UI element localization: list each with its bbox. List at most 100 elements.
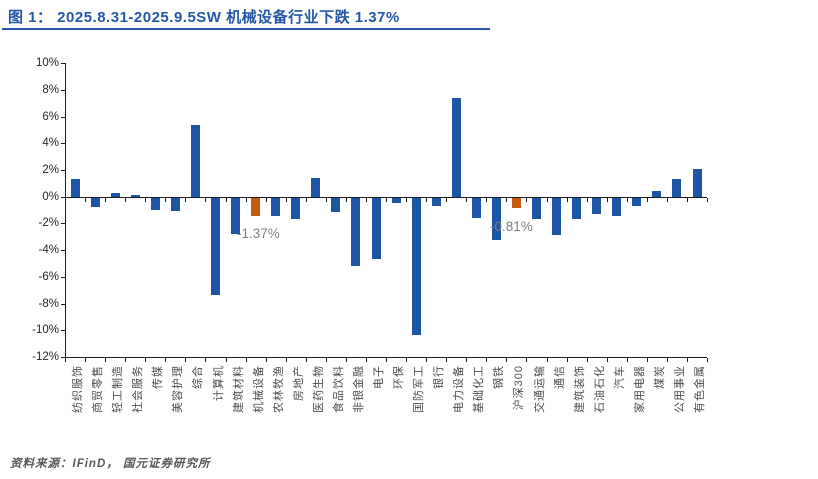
x-axis-category-label: 银行 [433, 365, 446, 389]
x-axis-category-label: 基础化工 [473, 365, 486, 413]
x-axis-category-label: 有色金属 [694, 365, 706, 413]
bar-食品饮料 [331, 197, 341, 213]
x-axis-tick [325, 358, 327, 362]
bar-基础化工 [471, 197, 481, 218]
x-axis-category-label: 机械设备 [252, 365, 265, 413]
bar-家用电器 [632, 197, 642, 206]
x-axis-category-label: 医药生物 [312, 365, 325, 413]
y-axis-tick [61, 116, 65, 118]
x-axis-category-label: 轻工制造 [112, 365, 125, 413]
bar-房地产 [291, 197, 301, 220]
chart-title: 图 1： 2025.8.31-2025.9.5SW 机械设备行业下跌 1.37% [8, 9, 400, 26]
y-axis-tick [61, 170, 65, 171]
bar-综合 [190, 124, 200, 197]
x-axis-category-label: 非银金融 [352, 365, 365, 413]
zero-line-tick [546, 197, 548, 202]
x-axis-tick [165, 358, 167, 362]
x-axis-category-label: 沪深300 [513, 365, 526, 411]
zero-line-tick [145, 197, 147, 202]
x-axis-category-label: 建筑装饰 [573, 365, 586, 413]
bar-石油石化 [592, 197, 602, 214]
source-note: 资料来源：IFinD， 国元证券研究所 [10, 458, 211, 470]
x-axis-category-label: 计算机 [212, 365, 225, 401]
bar-非银金融 [351, 197, 361, 266]
zero-line-tick [305, 197, 307, 202]
y-axis-tick [61, 330, 65, 332]
x-axis-category-label: 建筑材料 [232, 365, 245, 413]
y-axis-tick [61, 276, 65, 278]
y-axis-tick [61, 63, 65, 65]
zero-line-tick [426, 197, 428, 202]
x-axis-tick [185, 358, 187, 362]
bar-传媒 [150, 197, 160, 210]
x-axis-tick [205, 358, 207, 362]
bar-value-annotation: -0.81% [490, 219, 533, 234]
y-axis-tick-label: -6% [38, 270, 59, 283]
zero-line-tick [245, 197, 247, 202]
x-axis-category-label: 美容护理 [172, 365, 185, 413]
x-axis-tick [566, 358, 568, 362]
zero-line-tick [265, 197, 267, 202]
zero-line-tick [626, 197, 628, 202]
x-axis-tick [666, 358, 668, 362]
zero-line-tick [586, 197, 588, 202]
zero-line-tick [406, 197, 408, 202]
zero-line-tick [125, 197, 127, 202]
zero-line-tick [606, 197, 608, 202]
x-axis-tick [686, 358, 688, 362]
x-axis-tick [305, 358, 307, 362]
bar-商贸零售 [90, 197, 100, 208]
title-underline [2, 28, 490, 30]
bar-国防军工 [411, 197, 421, 336]
x-axis-tick [626, 358, 628, 362]
zero-line-tick [686, 197, 688, 202]
zero-line-tick [646, 197, 648, 202]
zero-line-tick [486, 197, 488, 202]
y-axis-tick-label: 2% [42, 164, 59, 176]
x-axis-tick [386, 358, 387, 362]
x-axis-tick [586, 358, 588, 362]
zero-line-tick [165, 197, 167, 202]
y-axis-tick-label: 4% [42, 137, 59, 150]
x-axis-tick [486, 358, 488, 362]
x-axis-category-label: 通信 [553, 365, 566, 389]
x-axis-tick [426, 358, 428, 362]
bar-轻工制造 [110, 192, 120, 197]
x-axis-category-label: 石油石化 [593, 365, 606, 413]
x-axis-tick [446, 358, 448, 362]
x-axis-line [65, 357, 707, 358]
x-axis-category-label: 社会服务 [132, 365, 145, 413]
zero-line-tick [205, 197, 207, 202]
x-axis-category-label: 国防军工 [413, 365, 426, 413]
bar-钢铁 [491, 197, 501, 241]
bar-建筑装饰 [572, 197, 582, 220]
bar-沪深300 [511, 197, 521, 209]
x-axis-tick [646, 358, 648, 362]
bar-银行 [431, 197, 441, 206]
x-axis-tick [546, 358, 548, 362]
y-axis-tick-label: 8% [42, 83, 59, 96]
y-axis-tick-label: 10% [35, 57, 59, 70]
x-axis-category-label: 房地产 [292, 365, 305, 401]
y-axis-tick [61, 357, 65, 358]
zero-line-tick [105, 197, 107, 202]
x-axis-category-label: 食品饮料 [332, 365, 345, 413]
zero-line-tick [386, 197, 387, 202]
zero-line [65, 196, 707, 198]
y-axis-tick-label: 0% [42, 190, 59, 203]
bar-value-annotation: -1.37% [237, 226, 280, 241]
bar-公用事业 [672, 179, 682, 197]
y-axis-tick-label: -10% [32, 324, 59, 337]
x-axis-tick [85, 358, 87, 362]
y-axis-tick [61, 303, 65, 305]
bar-农林牧渔 [271, 197, 281, 217]
x-axis-tick [345, 358, 347, 362]
x-axis-category-label: 汽车 [613, 365, 626, 389]
y-axis-tick-label: -4% [38, 244, 59, 257]
y-axis-tick-label: 6% [42, 110, 59, 123]
x-axis-category-label: 传媒 [152, 365, 165, 389]
bar-汽车 [612, 197, 622, 217]
bar-电子 [371, 197, 381, 260]
bar-社会服务 [130, 195, 140, 197]
